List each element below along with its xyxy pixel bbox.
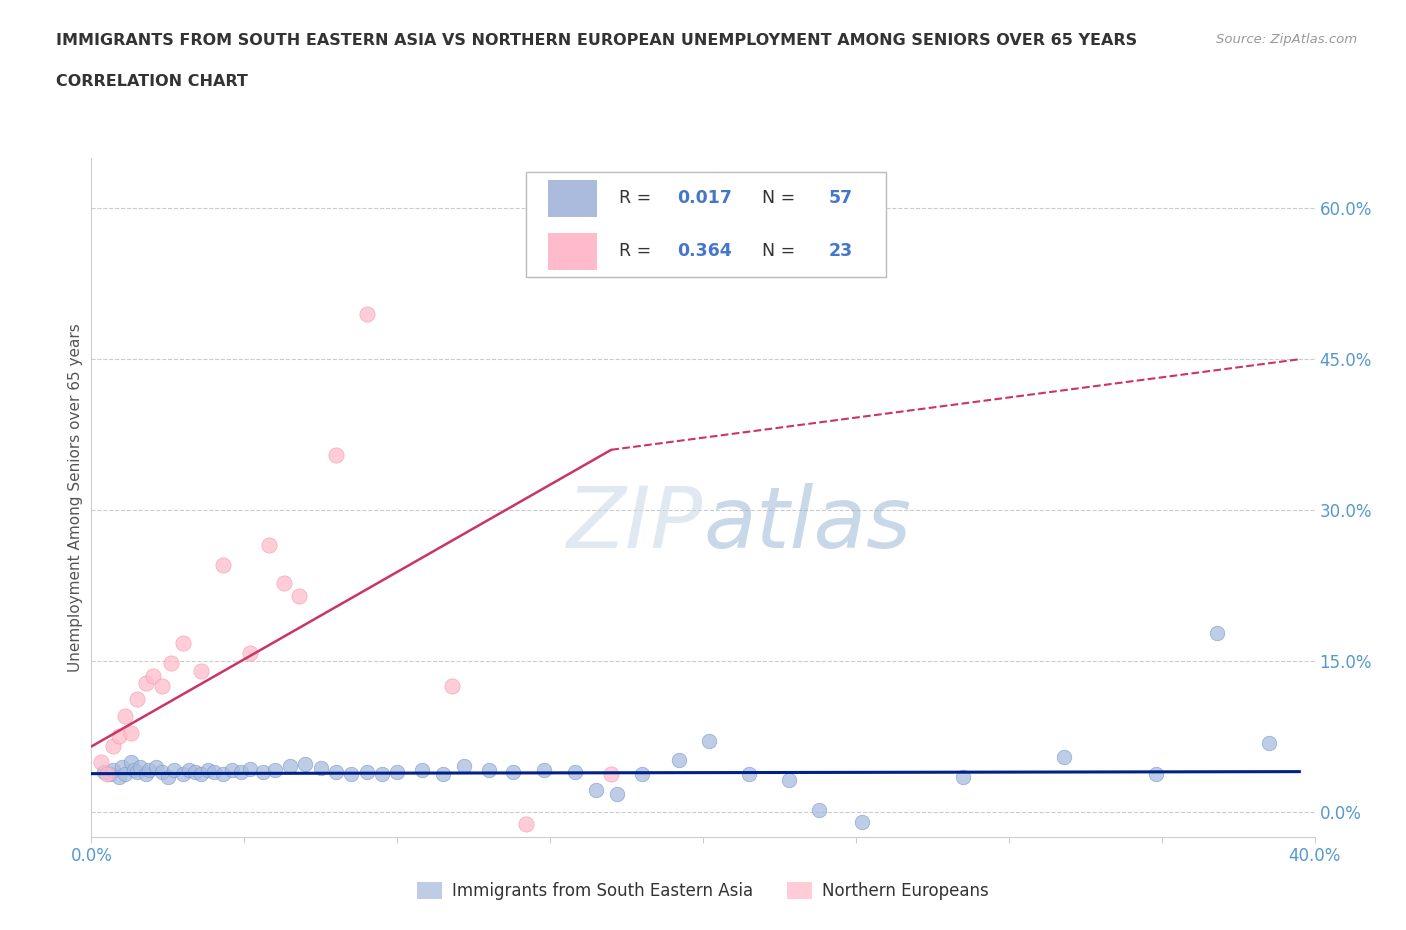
Point	[478, 763, 501, 777]
Point	[135, 676, 157, 691]
Text: 23: 23	[830, 243, 853, 260]
Point	[585, 782, 607, 797]
Point	[356, 307, 378, 322]
Point	[533, 763, 555, 777]
Text: R =: R =	[619, 243, 657, 260]
Text: R =: R =	[619, 190, 657, 207]
Point	[325, 764, 347, 779]
Text: ZIP: ZIP	[567, 484, 703, 566]
Point	[114, 709, 136, 724]
Point	[101, 739, 124, 754]
Point	[851, 815, 873, 830]
Text: N =: N =	[751, 243, 800, 260]
Text: atlas: atlas	[703, 484, 911, 566]
Point	[135, 766, 157, 781]
Point	[252, 764, 274, 779]
FancyBboxPatch shape	[548, 179, 596, 218]
Text: CORRELATION CHART: CORRELATION CHART	[56, 74, 247, 89]
Point	[90, 754, 112, 769]
Point	[631, 766, 654, 781]
Point	[114, 766, 136, 781]
Text: Source: ZipAtlas.com: Source: ZipAtlas.com	[1216, 33, 1357, 46]
Point	[356, 764, 378, 779]
Point	[172, 766, 194, 781]
Point	[127, 692, 149, 707]
Point	[273, 575, 295, 590]
Point	[129, 759, 152, 774]
Point	[108, 769, 131, 784]
Point	[385, 764, 409, 779]
Point	[278, 758, 301, 773]
Point	[163, 763, 186, 777]
Point	[1257, 736, 1279, 751]
Text: IMMIGRANTS FROM SOUTH EASTERN ASIA VS NORTHERN EUROPEAN UNEMPLOYMENT AMONG SENIO: IMMIGRANTS FROM SOUTH EASTERN ASIA VS NO…	[56, 33, 1137, 47]
Point	[160, 656, 183, 671]
Point	[156, 769, 179, 784]
Point	[108, 729, 131, 744]
Point	[1144, 766, 1167, 781]
Point	[697, 734, 720, 749]
Point	[371, 766, 394, 781]
Point	[212, 766, 235, 781]
Legend: Immigrants from South Eastern Asia, Northern Europeans: Immigrants from South Eastern Asia, Nort…	[411, 875, 995, 907]
Point	[309, 760, 332, 775]
Point	[212, 558, 235, 573]
Point	[502, 764, 524, 779]
Point	[325, 447, 347, 462]
Point	[145, 759, 167, 774]
Point	[808, 803, 831, 817]
Point	[952, 769, 974, 784]
Point	[197, 763, 219, 777]
Point	[138, 763, 160, 777]
Point	[150, 679, 173, 694]
Point	[257, 538, 280, 552]
Text: 0.017: 0.017	[678, 190, 733, 207]
Point	[111, 759, 134, 774]
Point	[93, 764, 115, 779]
Y-axis label: Unemployment Among Seniors over 65 years: Unemployment Among Seniors over 65 years	[67, 324, 83, 671]
Point	[778, 772, 800, 787]
Point	[172, 635, 194, 650]
Point	[668, 752, 690, 767]
Point	[564, 764, 586, 779]
Point	[239, 761, 262, 776]
Point	[202, 764, 225, 779]
Point	[96, 766, 118, 781]
Text: 0.364: 0.364	[678, 243, 733, 260]
Point	[98, 766, 121, 781]
Point	[120, 754, 142, 769]
Point	[453, 758, 475, 773]
Point	[221, 763, 243, 777]
Point	[120, 726, 142, 741]
Point	[150, 764, 173, 779]
Point	[606, 786, 628, 801]
FancyBboxPatch shape	[548, 232, 596, 270]
Point	[122, 763, 145, 777]
Point	[1053, 749, 1076, 764]
Point	[231, 764, 253, 779]
Text: N =: N =	[751, 190, 800, 207]
Point	[1205, 625, 1227, 640]
FancyBboxPatch shape	[526, 172, 886, 277]
Point	[432, 766, 454, 781]
Point	[101, 763, 124, 777]
Point	[600, 766, 623, 781]
Point	[239, 645, 262, 660]
Point	[441, 679, 464, 694]
Point	[141, 669, 163, 684]
Point	[264, 763, 287, 777]
Point	[411, 763, 433, 777]
Point	[515, 817, 537, 831]
Point	[184, 764, 207, 779]
Text: 57: 57	[830, 190, 853, 207]
Point	[294, 756, 316, 771]
Point	[127, 764, 149, 779]
Point	[738, 766, 761, 781]
Point	[179, 763, 201, 777]
Point	[190, 766, 212, 781]
Point	[190, 664, 212, 679]
Point	[340, 766, 363, 781]
Point	[288, 588, 311, 603]
